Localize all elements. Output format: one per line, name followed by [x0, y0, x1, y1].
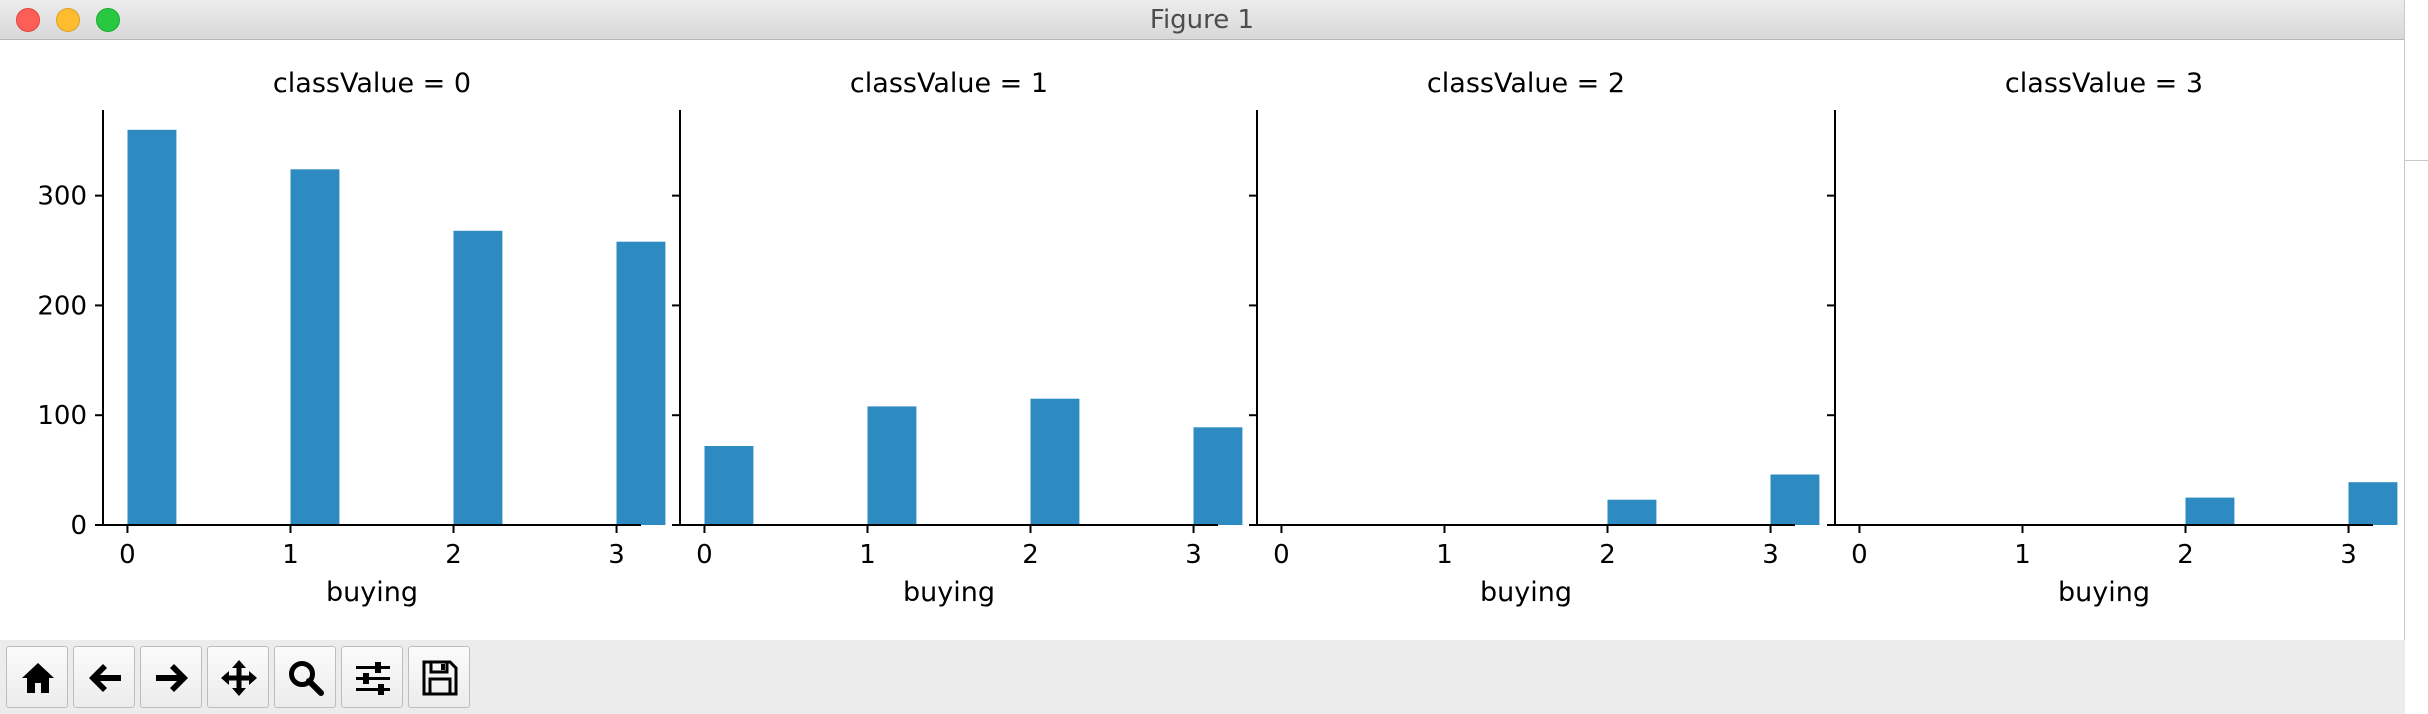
- facet-panel: 0 1 2 3 classValue = 2 buying: [1249, 68, 1820, 608]
- facet-title: classValue = 0: [273, 68, 471, 99]
- bar: [1607, 499, 1657, 525]
- facet-panel: 0 1 2 3 classValue = 1 buying: [672, 68, 1243, 608]
- sliders-icon: [356, 662, 390, 695]
- title-bar[interactable]: Figure 1: [0, 0, 2404, 40]
- zoom-button[interactable]: [274, 646, 336, 708]
- home-button[interactable]: [6, 646, 68, 708]
- bar: [2348, 482, 2398, 525]
- bar: [290, 169, 340, 526]
- x-tick-label: 1: [1436, 540, 1453, 570]
- x-tick-label: 0: [119, 540, 136, 570]
- minimize-window-button[interactable]: [56, 8, 80, 32]
- facet-title: classValue = 1: [850, 68, 1048, 99]
- back-button[interactable]: [73, 646, 135, 708]
- facet-title: classValue = 3: [2005, 68, 2203, 99]
- y-tick-label: 0: [70, 511, 87, 541]
- navigation-toolbar: [0, 640, 2405, 714]
- x-tick-label: 3: [1762, 540, 1779, 570]
- bar: [453, 230, 503, 526]
- bar: [1770, 474, 1820, 525]
- x-axis-label: buying: [2058, 577, 2150, 608]
- home-icon: [22, 663, 54, 693]
- x-tick-label: 1: [282, 540, 299, 570]
- window-title: Figure 1: [1149, 5, 1255, 35]
- x-tick-label: 2: [1599, 540, 1616, 570]
- save-button[interactable]: [408, 646, 470, 708]
- x-tick-label: 1: [2014, 540, 2031, 570]
- x-tick-label: 3: [608, 540, 625, 570]
- x-tick-label: 2: [1022, 540, 1039, 570]
- facet-panel: 0 1 2 3 classValue = 3 buying: [1827, 68, 2398, 608]
- x-tick-label: 3: [1185, 540, 1202, 570]
- y-tick-label: 100: [37, 401, 87, 431]
- x-tick-label: 1: [859, 540, 876, 570]
- x-axis-label: buying: [903, 577, 995, 608]
- x-tick-label: 0: [1273, 540, 1290, 570]
- configure-subplots-button[interactable]: [341, 646, 403, 708]
- bar: [704, 446, 754, 525]
- bar: [2185, 497, 2235, 525]
- forward-button[interactable]: [140, 646, 202, 708]
- zoom-window-button[interactable]: [96, 8, 120, 32]
- x-axis-label: buying: [326, 577, 418, 608]
- x-tick-label: 2: [445, 540, 462, 570]
- facet-panel: 0 1 2 3 0 100 200 300 classValue = 0 buying: [37, 68, 666, 608]
- floppy-disk-icon: [422, 660, 458, 696]
- x-tick-label: 0: [696, 540, 713, 570]
- x-tick-label: 2: [2177, 540, 2194, 570]
- bar: [1030, 398, 1080, 525]
- close-window-button[interactable]: [16, 8, 40, 32]
- figure-canvas: 0 1 2 3 0 100 200 300 classValue = 0 buying 0 1 2 3 cl…: [0, 40, 2405, 640]
- bar: [867, 406, 917, 525]
- x-tick-label: 0: [1851, 540, 1868, 570]
- pan-button[interactable]: [207, 646, 269, 708]
- bar: [127, 129, 177, 526]
- bar: [616, 241, 666, 525]
- background-window-edge: [2405, 40, 2428, 161]
- arrow-right-icon: [156, 664, 188, 692]
- facet-title: classValue = 2: [1427, 68, 1625, 99]
- x-tick-label: 3: [2340, 540, 2357, 570]
- y-tick-label: 200: [37, 291, 87, 321]
- magnifier-icon: [289, 661, 324, 696]
- x-axis-label: buying: [1480, 577, 1572, 608]
- y-tick-label: 300: [37, 182, 87, 212]
- arrow-left-icon: [89, 664, 121, 692]
- move-icon: [221, 660, 257, 696]
- bar: [1193, 427, 1243, 525]
